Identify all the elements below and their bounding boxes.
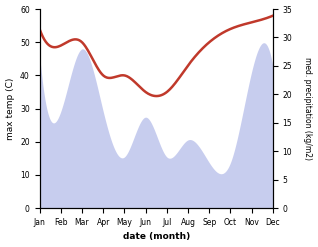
Y-axis label: med. precipitation (kg/m2): med. precipitation (kg/m2) (303, 57, 313, 160)
X-axis label: date (month): date (month) (123, 232, 190, 242)
Y-axis label: max temp (C): max temp (C) (5, 77, 15, 140)
